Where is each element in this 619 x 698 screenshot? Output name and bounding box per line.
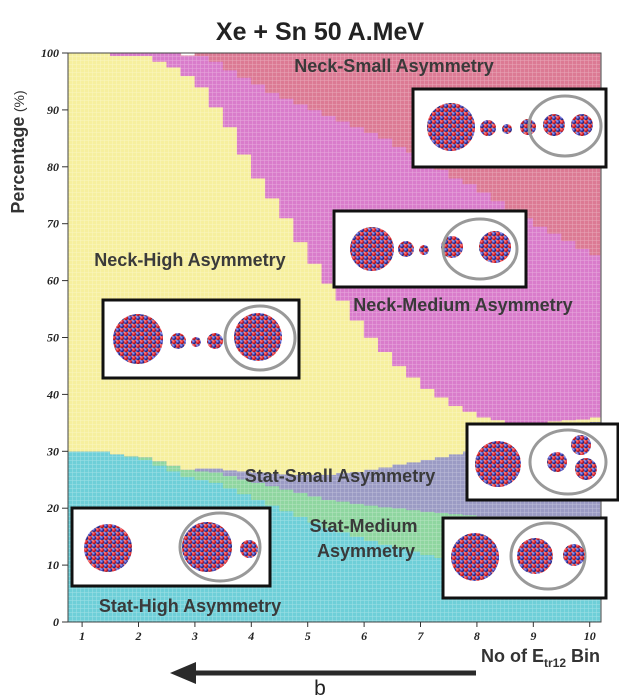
y-axis-title: Percentage (%) xyxy=(8,90,28,213)
x-tick-label: 7 xyxy=(418,629,425,643)
y-tick-label: 40 xyxy=(46,387,59,401)
svg-text:Percentage (%): Percentage (%) xyxy=(8,90,28,213)
y-tick-label: 80 xyxy=(47,160,59,174)
annotation-stat-medium-line1: Stat-Medium xyxy=(309,516,417,536)
illustration-stat-small xyxy=(465,422,619,502)
x-tick-label: 2 xyxy=(135,629,142,643)
x-tick-label: 6 xyxy=(361,629,367,643)
illustration-neck-medium xyxy=(332,209,528,289)
illustration-stat-medium xyxy=(441,516,608,600)
x-axis-label: No of E xyxy=(481,646,544,666)
annotation-stat-high: Stat-High Asymmetry xyxy=(99,596,281,616)
x-axis-label-subscript: tr12 xyxy=(544,656,566,670)
fragmentation-illustrations xyxy=(70,87,619,600)
chart-title: Xe + Sn 50 A.MeV xyxy=(216,18,425,46)
x-tick-label: 5 xyxy=(305,629,311,643)
x-axis-label-suffix: Bin xyxy=(566,646,600,666)
y-tick-label: 10 xyxy=(47,558,59,572)
y-tick-label: 0 xyxy=(53,615,59,629)
x-tick-label: 3 xyxy=(191,629,198,643)
y-tick-label: 20 xyxy=(46,501,59,515)
x-axis-ticks: 1 2 3 4 5 6 7 8 9 10 xyxy=(79,622,596,643)
annotation-neck-medium: Neck-Medium Asymmetry xyxy=(353,295,572,315)
y-tick-label: 70 xyxy=(47,217,59,231)
illustration-stat-high xyxy=(70,506,272,588)
y-tick-label: 50 xyxy=(47,331,59,345)
y-axis-unit: (%) xyxy=(11,90,27,112)
y-tick-label: 60 xyxy=(47,274,59,288)
y-axis-label: Percentage xyxy=(8,117,28,214)
x-tick-label: 10 xyxy=(584,629,596,643)
illustration-neck-high xyxy=(101,298,301,380)
annotation-stat-small: Stat-Small Asymmetry xyxy=(245,466,435,486)
annotation-stat-medium: Stat-Medium Asymmetry xyxy=(309,516,422,561)
direction-arrow xyxy=(170,662,476,684)
x-tick-label: 9 xyxy=(530,629,536,643)
x-tick-label: 1 xyxy=(79,629,85,643)
impact-parameter-label: b xyxy=(314,677,326,698)
x-tick-label: 4 xyxy=(247,629,254,643)
y-tick-label: 100 xyxy=(41,46,59,60)
illustration-neck-small xyxy=(411,87,608,169)
y-tick-label: 90 xyxy=(47,103,59,117)
annotation-neck-high: Neck-High Asymmetry xyxy=(94,250,285,270)
x-axis-title: No of Etr12 Bin xyxy=(481,646,600,670)
annotation-stat-medium-line2: Asymmetry xyxy=(317,541,415,561)
x-tick-label: 8 xyxy=(474,629,480,643)
y-axis-ticks: 0 10 20 30 40 50 60 70 80 90 100 xyxy=(41,46,68,629)
y-tick-label: 30 xyxy=(46,444,59,458)
annotation-neck-small: Neck-Small Asymmetry xyxy=(294,56,493,76)
